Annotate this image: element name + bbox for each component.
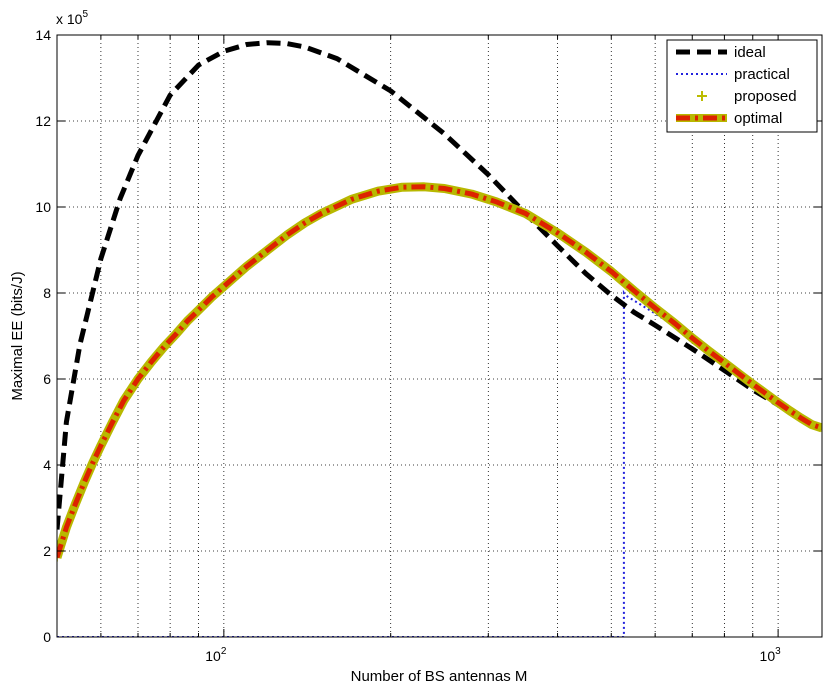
y-tick-label: 10	[35, 199, 51, 215]
plot-frame	[56, 34, 823, 638]
x-tick-label: 103	[760, 646, 782, 664]
axis-ticks: 102 103 0 2 4 6 8 10 12 14	[35, 27, 822, 664]
y-tick-label: 2	[43, 543, 51, 559]
y-tick-label: 6	[43, 371, 51, 387]
series-ideal-line	[57, 40, 822, 530]
legend-label-ideal: ideal	[734, 44, 766, 61]
legend-label-proposed: proposed	[734, 88, 797, 105]
legend-label-optimal: optimal	[734, 110, 782, 127]
series-lines	[57, 40, 822, 637]
y-multiplier: x 105	[56, 9, 88, 27]
y-tick-label: 12	[35, 113, 51, 129]
y-tick-label: 4	[43, 457, 51, 473]
series-proposed-marker	[785, 406, 794, 415]
x-axis-label: Number of BS antennas M	[351, 668, 528, 685]
legend-label-practical: practical	[734, 66, 790, 83]
y-tick-label: 0	[43, 629, 51, 645]
series-optimal-line	[57, 184, 822, 559]
x-tick-label: 102	[205, 646, 227, 664]
legend: ideal practical proposed optimal	[666, 39, 818, 133]
y-tick-label: 8	[43, 285, 51, 301]
series-proposed-marker	[748, 380, 757, 389]
legend-marker-proposed	[697, 91, 707, 101]
y-tick-label: 14	[35, 27, 51, 43]
series-proposed-marker	[57, 553, 61, 562]
series-proposed-marker	[818, 424, 822, 433]
y-axis-label: Maximal EE (bits/J)	[9, 271, 26, 400]
